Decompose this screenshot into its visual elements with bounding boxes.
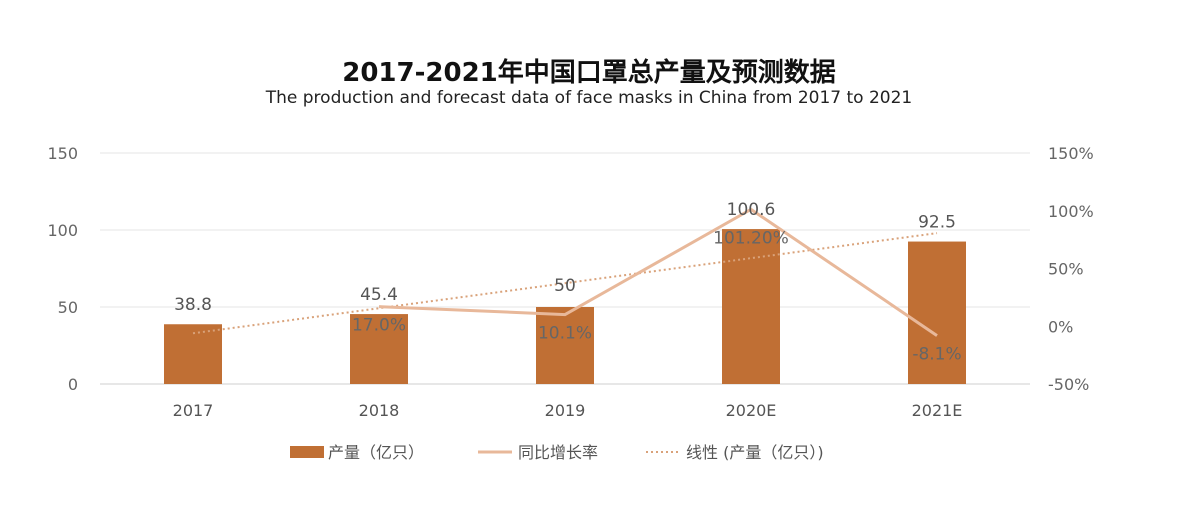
right-axis-tick-label: 100% bbox=[1048, 202, 1094, 221]
bar-value-label: 50 bbox=[554, 276, 576, 296]
x-axis-category-label: 2018 bbox=[359, 401, 400, 420]
growth-rate-label: 10.1% bbox=[538, 324, 592, 344]
legend-label-trendline: 线性 (产量（亿只）) bbox=[686, 443, 824, 462]
bar bbox=[722, 229, 780, 384]
right-axis-tick-label: 150% bbox=[1048, 144, 1094, 163]
growth-rate-label: 17.0% bbox=[352, 316, 406, 336]
x-axis-category-label: 2020E bbox=[726, 401, 777, 420]
x-axis-category-label: 2021E bbox=[912, 401, 963, 420]
left-axis-tick-label: 100 bbox=[47, 221, 78, 240]
bar bbox=[908, 241, 966, 384]
bar-value-label: 92.5 bbox=[918, 213, 956, 233]
right-axis-tick-label: 0% bbox=[1048, 317, 1073, 336]
x-axis-category-label: 2019 bbox=[545, 401, 586, 420]
chart-subtitle: The production and forecast data of face… bbox=[265, 88, 913, 108]
growth-rate-label: 101.20% bbox=[713, 228, 789, 248]
growth-rate-line bbox=[378, 207, 938, 337]
bar-value-label: 45.4 bbox=[360, 285, 398, 305]
x-axis-category-label: 2017 bbox=[173, 401, 214, 420]
chart-title: 2017-2021年中国口罩总产量及预测数据 bbox=[342, 58, 836, 88]
legend-label-bars: 产量（亿只） bbox=[328, 443, 424, 462]
growth-rate-label: -8.1% bbox=[912, 345, 961, 365]
right-axis-tick-label: 50% bbox=[1048, 260, 1084, 279]
legend-label-line: 同比增长率 bbox=[518, 443, 598, 462]
legend-swatch-bars bbox=[290, 446, 324, 458]
bar bbox=[350, 314, 408, 384]
left-axis-tick-label: 0 bbox=[68, 375, 78, 394]
right-axis-tick-label: -50% bbox=[1048, 375, 1089, 394]
bar-value-label: 100.6 bbox=[727, 200, 776, 220]
left-axis-tick-label: 150 bbox=[47, 144, 78, 163]
bar-value-label: 38.8 bbox=[174, 295, 212, 315]
bar bbox=[536, 307, 594, 384]
bar bbox=[164, 324, 222, 384]
left-axis-tick-label: 50 bbox=[58, 298, 78, 317]
